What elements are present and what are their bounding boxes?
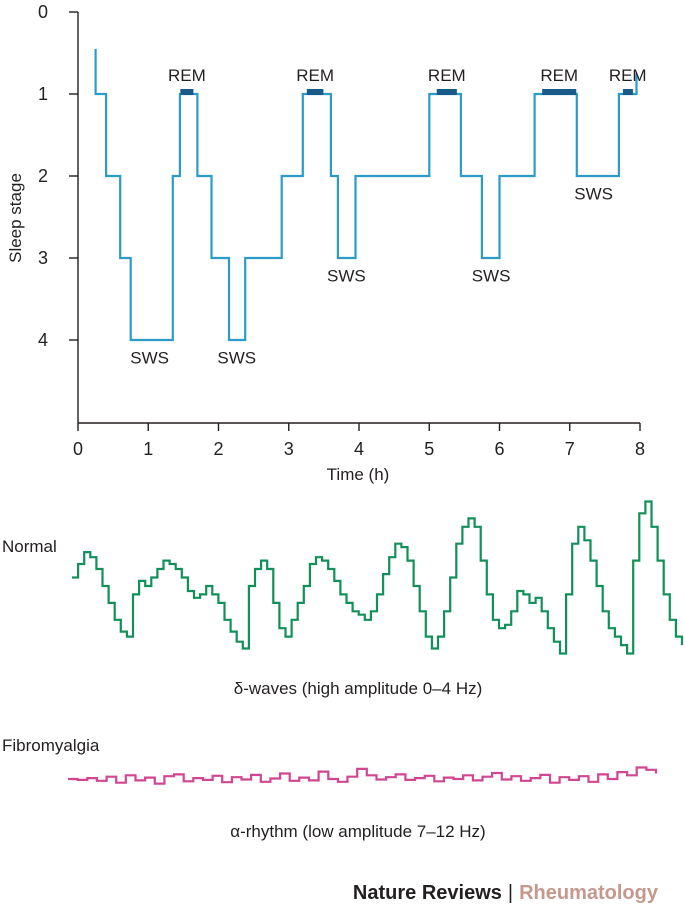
rem-label: REM — [428, 66, 466, 85]
rem-label: REM — [296, 66, 334, 85]
y-tick-label: 1 — [38, 84, 48, 104]
rem-bar — [306, 89, 324, 95]
x-tick-label: 3 — [284, 439, 294, 459]
x-tick-label: 7 — [565, 439, 575, 459]
x-tick-label: 6 — [494, 439, 504, 459]
credit-separator: | — [507, 882, 514, 904]
fibromyalgia-caption: α-rhythm (low amplitude 7–12 Hz) — [230, 822, 485, 841]
rem-bar — [542, 89, 577, 95]
rem-bar — [180, 89, 194, 95]
sws-labels: SWS SWS SWS SWS SWS — [130, 184, 613, 367]
rem-bar — [436, 89, 457, 95]
journal-name: Nature Reviews — [352, 882, 502, 904]
sws-label: SWS — [472, 266, 511, 285]
x-tick-label: 2 — [213, 439, 223, 459]
rem-periods: REM REM REM REM REM — [168, 66, 647, 95]
sws-label: SWS — [217, 348, 256, 367]
normal-label: Normal — [2, 537, 57, 556]
x-tick-label: 5 — [424, 439, 434, 459]
sws-label: SWS — [327, 266, 366, 285]
fibromyalgia-eeg-trace — [68, 766, 658, 785]
rem-label: REM — [540, 66, 578, 85]
x-ticks: 0 1 2 3 4 5 6 7 8 — [73, 423, 645, 459]
y-tick-label: 2 — [38, 166, 48, 186]
rem-label: REM — [168, 66, 206, 85]
x-tick-label: 8 — [635, 439, 645, 459]
rem-bar — [622, 89, 633, 95]
sws-label: SWS — [574, 184, 613, 203]
y-tick-label: 4 — [38, 330, 48, 350]
y-tick-label: 0 — [38, 2, 48, 22]
x-tick-label: 4 — [354, 439, 364, 459]
x-axis-label: Time (h) — [327, 465, 390, 484]
sws-label: SWS — [130, 348, 169, 367]
journal-credit: Nature Reviews | Rheumatology — [353, 882, 658, 905]
rem-label: REM — [609, 66, 647, 85]
normal-caption: δ-waves (high amplitude 0–4 Hz) — [234, 679, 483, 698]
x-tick-label: 1 — [143, 439, 153, 459]
y-ticks: 0 1 2 3 4 — [38, 2, 78, 350]
journal-subject: Rheumatology — [519, 882, 658, 904]
hypnogram-line — [94, 48, 638, 342]
y-axis-label: Sleep stage — [6, 173, 25, 263]
fibromyalgia-label: Fibromyalgia — [2, 736, 100, 755]
normal-eeg-trace — [72, 500, 684, 655]
x-tick-label: 0 — [73, 439, 83, 459]
y-tick-label: 3 — [38, 248, 48, 268]
